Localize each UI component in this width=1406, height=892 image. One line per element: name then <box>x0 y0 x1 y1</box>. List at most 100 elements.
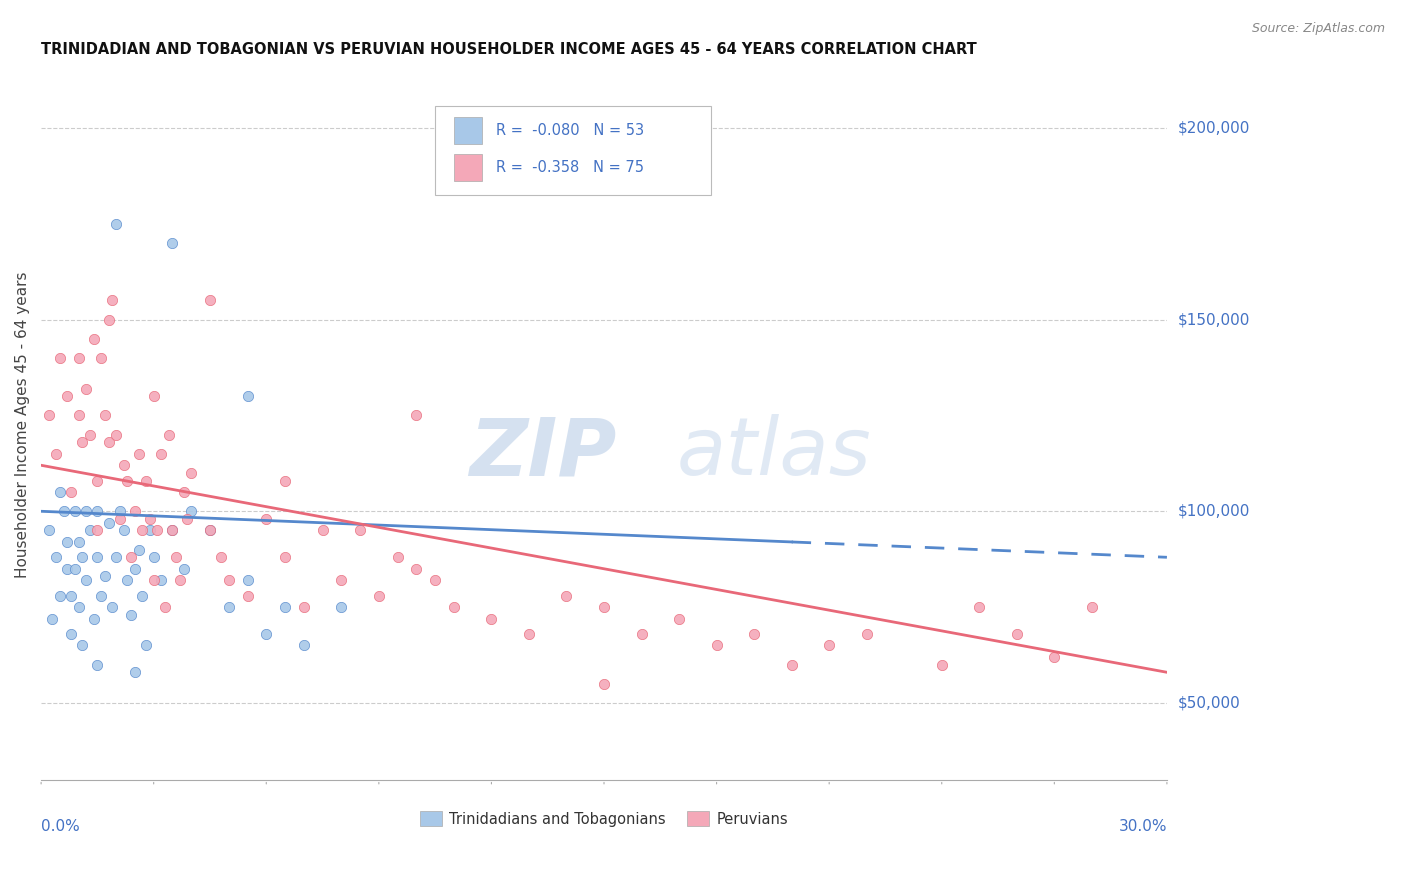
Point <box>124 562 146 576</box>
Point <box>706 639 728 653</box>
Point <box>52 504 75 518</box>
Point <box>150 447 173 461</box>
Point <box>86 474 108 488</box>
Point <box>131 589 153 603</box>
Point <box>818 639 841 653</box>
Point <box>124 665 146 680</box>
Point <box>135 474 157 488</box>
Point <box>56 562 79 576</box>
Point <box>83 332 105 346</box>
Point <box>86 504 108 518</box>
Point <box>112 524 135 538</box>
Point <box>180 504 202 518</box>
Point <box>162 524 184 538</box>
Point <box>593 600 616 615</box>
Point <box>86 524 108 538</box>
Point <box>97 312 120 326</box>
FancyBboxPatch shape <box>434 106 711 194</box>
Point <box>1005 627 1028 641</box>
Point <box>236 589 259 603</box>
Point <box>112 458 135 473</box>
Point <box>41 612 63 626</box>
Point <box>79 524 101 538</box>
Point <box>330 600 353 615</box>
Point <box>60 485 83 500</box>
Point <box>60 589 83 603</box>
Point <box>387 550 409 565</box>
Point <box>142 550 165 565</box>
Point <box>742 627 765 641</box>
Point <box>38 409 60 423</box>
Text: 0.0%: 0.0% <box>41 819 80 834</box>
Point <box>176 512 198 526</box>
Point <box>367 589 389 603</box>
Point <box>254 627 277 641</box>
Text: atlas: atlas <box>678 415 872 492</box>
Point <box>108 504 131 518</box>
Point <box>97 435 120 450</box>
Point <box>120 607 142 622</box>
Point <box>139 512 162 526</box>
Point <box>780 657 803 672</box>
Point <box>83 612 105 626</box>
Point <box>169 574 191 588</box>
Point <box>60 627 83 641</box>
Point <box>56 389 79 403</box>
Point <box>630 627 652 641</box>
Y-axis label: Householder Income Ages 45 - 64 years: Householder Income Ages 45 - 64 years <box>15 272 30 578</box>
Point <box>292 600 315 615</box>
Point <box>517 627 540 641</box>
Point <box>101 293 124 308</box>
Point <box>330 574 353 588</box>
Point <box>218 574 240 588</box>
Point <box>75 504 97 518</box>
Point <box>593 677 616 691</box>
Point <box>72 435 94 450</box>
Text: Source: ZipAtlas.com: Source: ZipAtlas.com <box>1251 22 1385 36</box>
Point <box>198 293 221 308</box>
Point <box>63 504 86 518</box>
Point <box>218 600 240 615</box>
Point <box>94 409 117 423</box>
Point <box>405 562 427 576</box>
Point <box>443 600 465 615</box>
Point <box>481 612 503 626</box>
Point <box>405 409 427 423</box>
Point <box>101 600 124 615</box>
Point <box>150 574 173 588</box>
Text: $150,000: $150,000 <box>1178 312 1250 327</box>
Point <box>931 657 953 672</box>
Text: R =  -0.080   N = 53: R = -0.080 N = 53 <box>496 123 644 138</box>
Point <box>254 512 277 526</box>
Point <box>555 589 578 603</box>
Point <box>49 589 72 603</box>
Point <box>75 382 97 396</box>
Point <box>139 524 162 538</box>
Point <box>128 447 150 461</box>
Point <box>236 389 259 403</box>
Point <box>86 657 108 672</box>
Point <box>94 569 117 583</box>
Point <box>72 639 94 653</box>
Point <box>63 562 86 576</box>
Point <box>128 542 150 557</box>
Point <box>79 427 101 442</box>
Point <box>173 562 195 576</box>
Point <box>292 639 315 653</box>
Point <box>56 535 79 549</box>
Point <box>142 389 165 403</box>
Text: 30.0%: 30.0% <box>1118 819 1167 834</box>
Point <box>135 639 157 653</box>
Point <box>117 474 139 488</box>
Point <box>49 485 72 500</box>
Text: $100,000: $100,000 <box>1178 504 1250 519</box>
Point <box>124 504 146 518</box>
Point <box>38 524 60 538</box>
Text: TRINIDADIAN AND TOBAGONIAN VS PERUVIAN HOUSEHOLDER INCOME AGES 45 - 64 YEARS COR: TRINIDADIAN AND TOBAGONIAN VS PERUVIAN H… <box>41 42 977 57</box>
Point <box>120 550 142 565</box>
Point <box>1081 600 1104 615</box>
Point <box>117 574 139 588</box>
Point <box>855 627 877 641</box>
Point <box>131 524 153 538</box>
Point <box>969 600 991 615</box>
